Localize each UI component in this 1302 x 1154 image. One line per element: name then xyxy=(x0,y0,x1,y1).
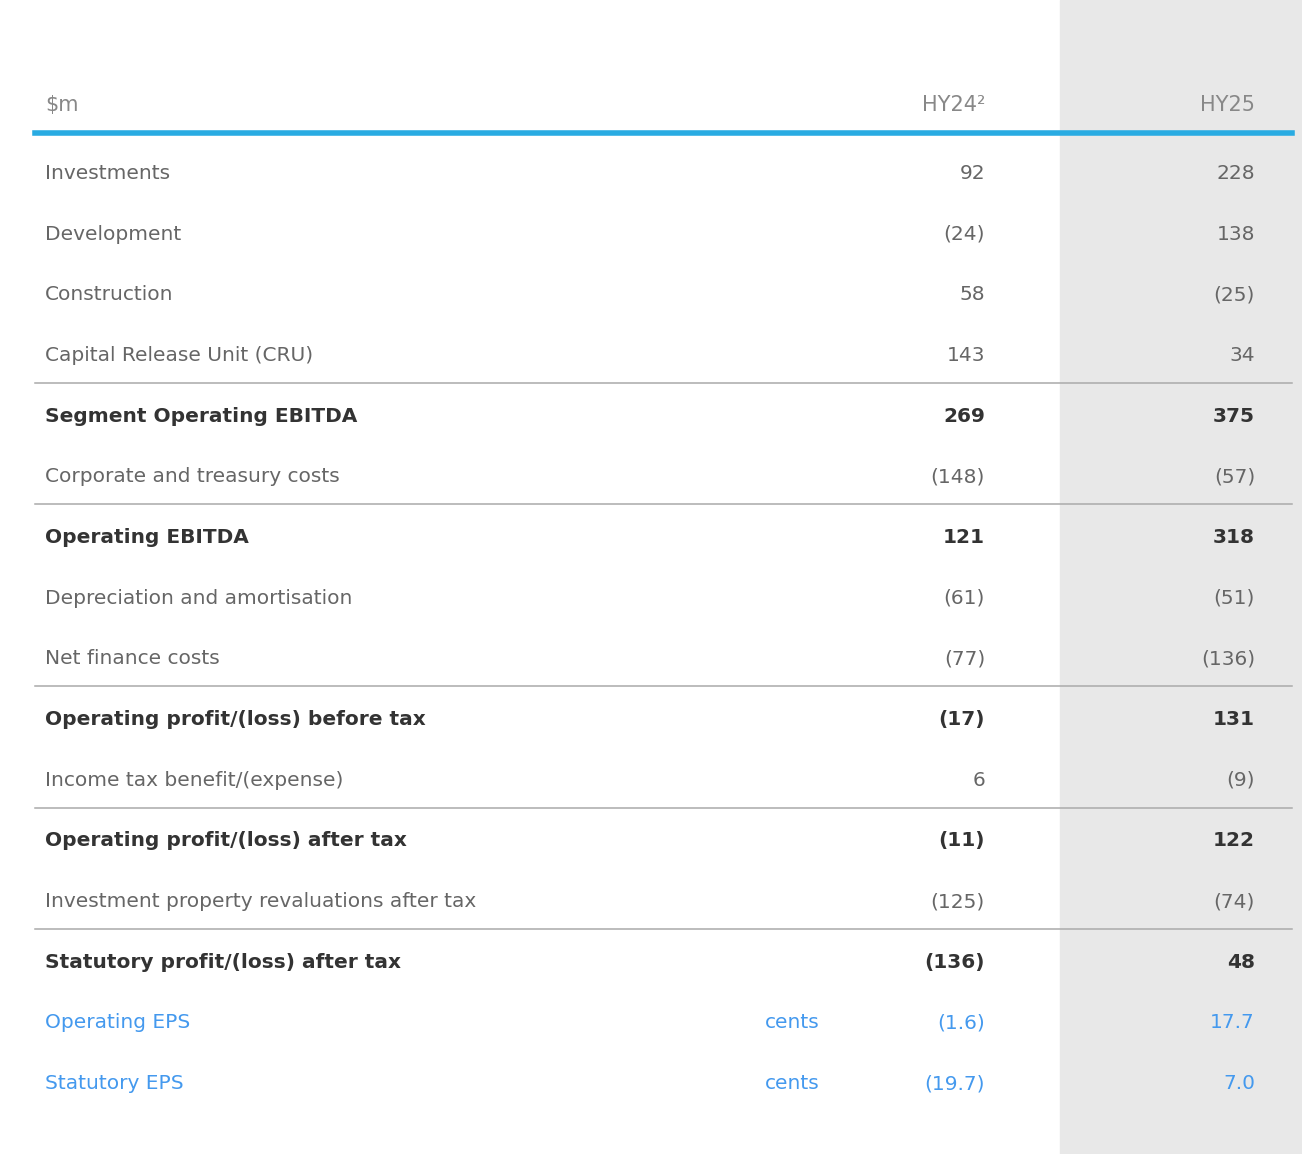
Text: 58: 58 xyxy=(960,285,986,305)
Text: (24): (24) xyxy=(944,225,986,243)
Text: cents: cents xyxy=(766,1074,820,1093)
Text: (25): (25) xyxy=(1213,285,1255,305)
Text: Investments: Investments xyxy=(46,164,171,182)
Text: (74): (74) xyxy=(1213,892,1255,912)
Text: 143: 143 xyxy=(947,346,986,365)
Text: (61): (61) xyxy=(944,589,986,608)
Text: 34: 34 xyxy=(1229,346,1255,365)
Text: 228: 228 xyxy=(1216,164,1255,182)
Text: (125): (125) xyxy=(931,892,986,912)
Text: (77): (77) xyxy=(944,650,986,668)
Text: 131: 131 xyxy=(1213,710,1255,729)
Text: (148): (148) xyxy=(931,467,986,486)
Text: Construction: Construction xyxy=(46,285,173,305)
Text: 48: 48 xyxy=(1226,953,1255,972)
Text: HY24²: HY24² xyxy=(922,95,986,115)
Text: (17): (17) xyxy=(939,710,986,729)
Text: (11): (11) xyxy=(939,831,986,850)
Text: cents: cents xyxy=(766,1013,820,1033)
Text: Investment property revaluations after tax: Investment property revaluations after t… xyxy=(46,892,477,912)
Text: 17.7: 17.7 xyxy=(1211,1013,1255,1033)
Text: 138: 138 xyxy=(1216,225,1255,243)
Text: Depreciation and amortisation: Depreciation and amortisation xyxy=(46,589,353,608)
Text: 269: 269 xyxy=(943,406,986,426)
Text: 318: 318 xyxy=(1213,529,1255,547)
Text: (57): (57) xyxy=(1213,467,1255,486)
Text: Development: Development xyxy=(46,225,181,243)
Text: Operating profit/(loss) after tax: Operating profit/(loss) after tax xyxy=(46,831,406,850)
Text: 7.0: 7.0 xyxy=(1223,1074,1255,1093)
Text: Income tax benefit/(expense): Income tax benefit/(expense) xyxy=(46,771,344,789)
Text: Segment Operating EBITDA: Segment Operating EBITDA xyxy=(46,406,357,426)
Text: 121: 121 xyxy=(943,529,986,547)
Text: (9): (9) xyxy=(1226,771,1255,789)
Text: (1.6): (1.6) xyxy=(937,1013,986,1033)
Text: (19.7): (19.7) xyxy=(924,1074,986,1093)
Text: Corporate and treasury costs: Corporate and treasury costs xyxy=(46,467,340,486)
Text: Operating EBITDA: Operating EBITDA xyxy=(46,529,249,547)
Text: 6: 6 xyxy=(973,771,986,789)
Text: (51): (51) xyxy=(1213,589,1255,608)
Bar xyxy=(1060,0,1302,1154)
Text: 122: 122 xyxy=(1213,831,1255,850)
Text: Operating EPS: Operating EPS xyxy=(46,1013,190,1033)
Text: Capital Release Unit (CRU): Capital Release Unit (CRU) xyxy=(46,346,312,365)
Text: 92: 92 xyxy=(960,164,986,182)
Text: (136): (136) xyxy=(924,953,986,972)
Text: Operating profit/(loss) before tax: Operating profit/(loss) before tax xyxy=(46,710,426,729)
Text: Statutory EPS: Statutory EPS xyxy=(46,1074,184,1093)
Text: HY25: HY25 xyxy=(1200,95,1255,115)
Text: 375: 375 xyxy=(1213,406,1255,426)
Text: Statutory profit/(loss) after tax: Statutory profit/(loss) after tax xyxy=(46,953,401,972)
Text: Net finance costs: Net finance costs xyxy=(46,650,220,668)
Text: (136): (136) xyxy=(1200,650,1255,668)
Text: $m: $m xyxy=(46,95,78,115)
